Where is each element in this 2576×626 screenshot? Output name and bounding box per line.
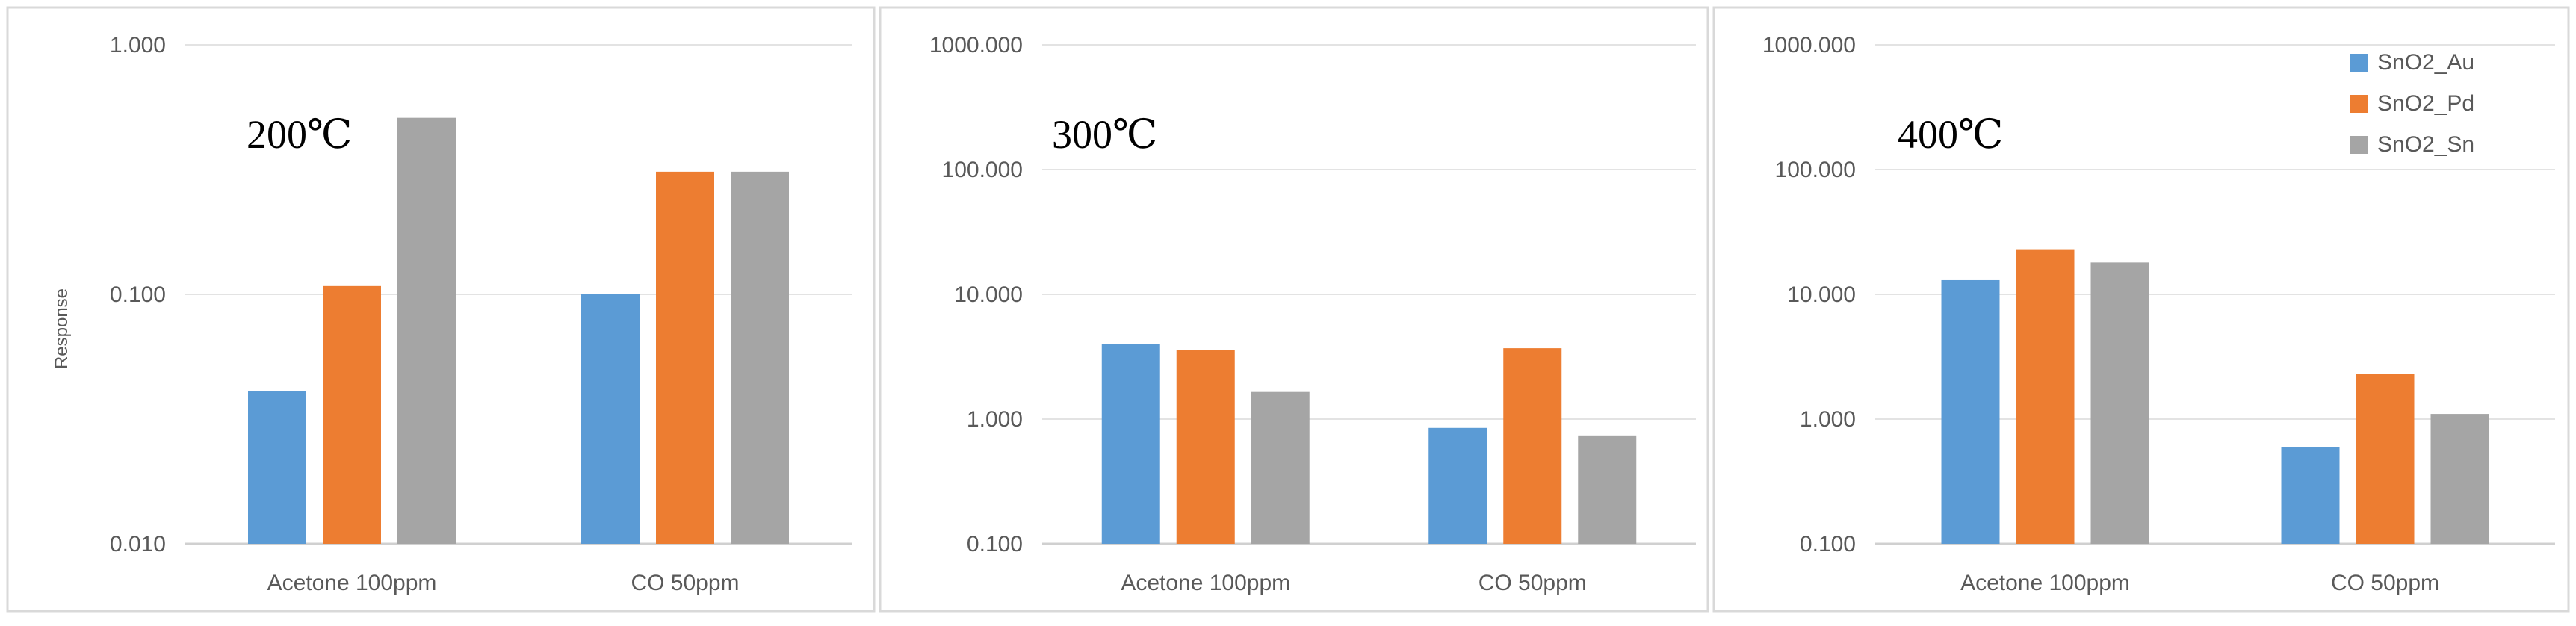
legend-label: SnO2_Au	[2377, 50, 2474, 75]
bar-SnO2_Au-Acetone-100ppm	[248, 391, 306, 544]
bar-SnO2_Pd-Acetone-100ppm	[323, 285, 381, 544]
x-category-label: CO 50ppm	[631, 571, 739, 595]
bar-SnO2_Au-CO-50ppm	[2281, 447, 2340, 544]
bar-SnO2_Sn-CO-50ppm	[2430, 414, 2489, 544]
legend-swatch	[2350, 95, 2368, 113]
y-tick-label: 1000.000	[1762, 33, 1856, 58]
bar-SnO2_Au-CO-50ppm	[581, 294, 640, 544]
legend-swatch	[2350, 54, 2368, 72]
bar-SnO2_Au-Acetone-100ppm	[1101, 344, 1160, 544]
y-tick-label: 100.000	[942, 158, 1023, 182]
bar-SnO2_Au-CO-50ppm	[1428, 427, 1487, 544]
bar-SnO2_Pd-CO-50ppm	[656, 171, 714, 544]
bar-SnO2_Sn-Acetone-100ppm	[397, 117, 456, 544]
y-tick-label: 0.100	[967, 532, 1023, 557]
y-tick-label: 0.100	[110, 282, 166, 307]
y-tick-label: 1.000	[110, 33, 166, 58]
bar-SnO2_Pd-Acetone-100ppm	[1176, 350, 1235, 544]
bar-SnO2_Pd-CO-50ppm	[2356, 374, 2415, 544]
bar-SnO2_Sn-Acetone-100ppm	[1251, 391, 1310, 544]
chart-title: 200℃	[247, 112, 352, 157]
x-category-label: CO 50ppm	[1479, 571, 1587, 595]
bar-SnO2_Pd-Acetone-100ppm	[2016, 249, 2075, 544]
chart-panel-2: 1000.000 100.000 10.000 1.000 0.100 Acetone 1…	[879, 6, 1709, 613]
chart-panel-3: 1000.000 100.000 10.000 1.000 0.100 Acetone 1…	[1712, 6, 2570, 613]
chart-title: 400℃	[1898, 112, 2003, 157]
legend: SnO2_Au SnO2_Pd SnO2_Sn	[2350, 50, 2474, 157]
bar-SnO2_Pd-CO-50ppm	[1503, 348, 1562, 544]
chart-title: 300℃	[1052, 112, 1157, 157]
y-tick-label: 0.100	[1800, 532, 1856, 557]
y-tick-label: 1.000	[1800, 407, 1856, 432]
bar-SnO2_Sn-Acetone-100ppm	[2090, 262, 2149, 544]
y-tick-label: 1.000	[967, 407, 1023, 432]
y-tick-label: 100.000	[1775, 158, 1856, 182]
y-axis-label: Response	[52, 288, 72, 369]
legend-label: SnO2_Pd	[2377, 91, 2474, 116]
y-tick-label: 0.010	[110, 532, 166, 557]
y-tick-label: 10.000	[954, 282, 1023, 307]
bar-SnO2_Au-Acetone-100ppm	[1941, 279, 2000, 544]
y-tick-label: 1000.000	[929, 33, 1023, 58]
x-category-label: Acetone 100ppm	[1960, 571, 2130, 595]
x-category-label: Acetone 100ppm	[267, 571, 437, 595]
y-tick-label: 10.000	[1787, 282, 1856, 307]
bar-SnO2_Sn-CO-50ppm	[1578, 435, 1637, 544]
x-category-label: CO 50ppm	[2331, 571, 2439, 595]
chart-panel-1: 1.000 0.100 0.010 Acetone 100ppm CO 50ppm 200…	[6, 6, 876, 613]
x-category-label: Acetone 100ppm	[1121, 571, 1290, 595]
legend-label: SnO2_Sn	[2377, 132, 2474, 157]
legend-swatch	[2350, 136, 2368, 154]
bar-SnO2_Sn-CO-50ppm	[731, 171, 789, 544]
